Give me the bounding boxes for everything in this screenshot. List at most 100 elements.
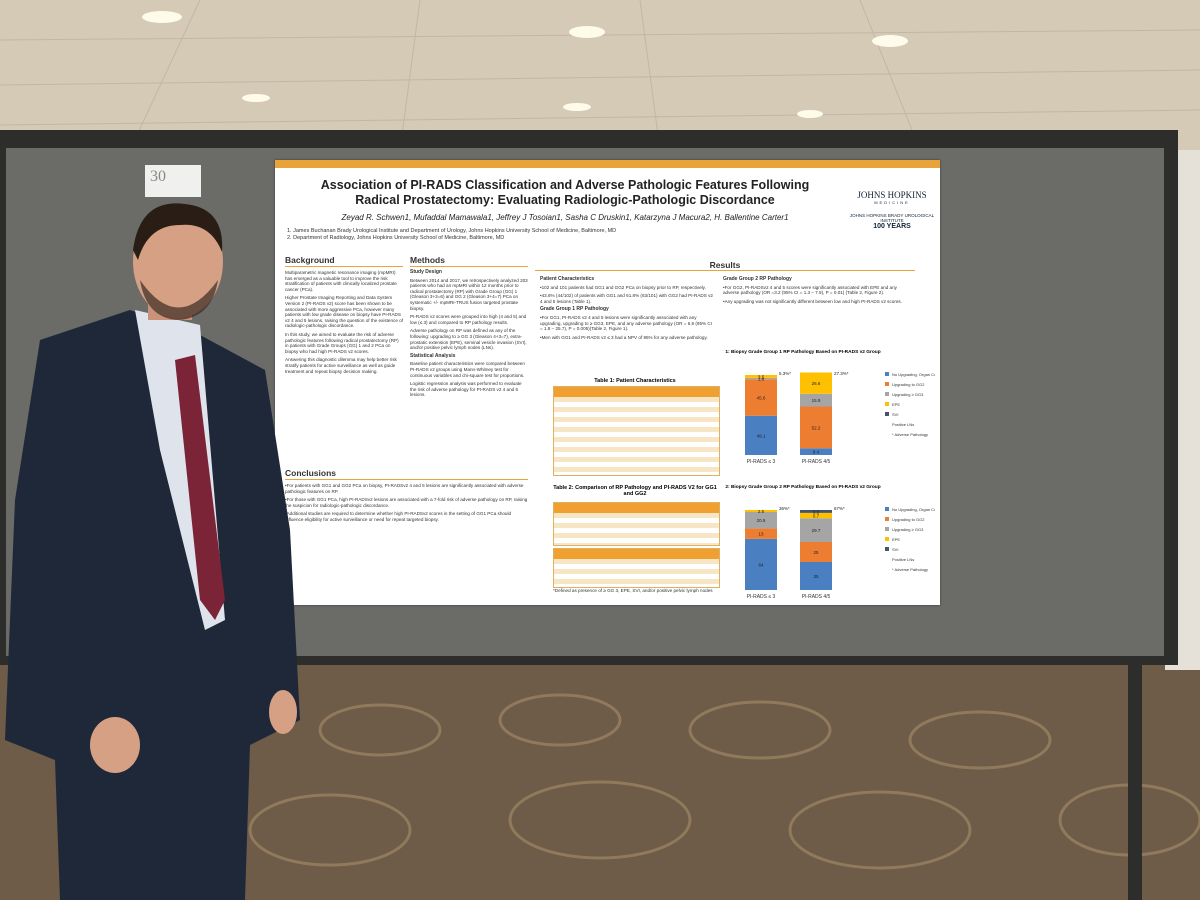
legend-swatch [885,382,889,386]
paragraph: Multiparametric magnetic resonance imagi… [285,270,397,292]
logo-text: JOHNS HOPKINS [857,190,927,200]
legend-swatch [885,557,889,561]
title-line: Association of PI-RADS Classification an… [320,178,810,192]
section-text: Study Design Between 2014 and 2017, we r… [410,269,528,398]
section-text: Multiparametric magnetic resonance imagi… [285,270,403,374]
table-header [554,503,719,513]
beard [140,280,218,320]
annotation: 67%* [834,506,845,511]
poster: Association of PI-RADS Classification an… [275,160,940,605]
conclusions-section: Conclusions •For patients with GG1 and G… [285,468,528,526]
table [553,502,720,546]
section-text: •For patients with GG1 and GG2 PCa on bi… [285,483,528,523]
bar-segment [800,542,832,562]
legend-label: Positive LNs [892,422,914,427]
section-heading: Methods [410,255,528,267]
table-header [554,549,719,559]
bar-segment [800,562,832,590]
legend-swatch [885,547,889,551]
segment-label: 25 [813,550,819,555]
bar-segment [800,406,832,449]
bar-segment [800,512,832,519]
paragraph: •Additional studies are required to dete… [285,511,512,522]
board-leg [1128,660,1142,900]
segment-label: 8.4 [813,450,820,455]
title: Association of PI-RADS Classification an… [285,178,845,208]
legend-swatch [885,537,889,541]
bar-segment [745,528,777,539]
figures: Figure 1: Biopsy Grade Group 1 RP Pathol… [725,349,935,600]
legend-swatch [885,392,889,396]
segment-label: 49.1 [757,433,766,438]
x-label: PI-RADS ≤ 3 [747,594,776,600]
tie [175,355,225,620]
institute: JOHNS HOPKINS BRADY UROLOGICAL INSTITUTE [849,213,935,223]
segment-label: 29.7 [812,528,821,533]
segment-label: 45.6 [757,395,766,400]
hair [133,203,223,260]
legend-label: EPE [892,537,900,542]
table-note: *Defined as presence of ≥ GG 3, EPE, SVI… [553,588,713,593]
paragraph: Between 2014 and 2017, we retrospectivel… [410,277,528,311]
hand [269,690,297,734]
legend-label: Positive LNs [892,557,914,562]
section-heading: Background [285,255,403,267]
table [553,548,720,588]
bar-segment [745,512,777,529]
bar-segment [745,375,777,378]
legend-swatch [885,372,889,376]
annotation: 27.3%* [834,371,849,376]
segment-label: 1.8 [758,377,765,382]
paragraph: •43.6% (44/102) of patients with GG1 and… [540,293,713,304]
paragraph: •For patients with GG1 and GG2 PCa on bi… [285,483,524,494]
legend-label: No Upgrading, Organ Confined [892,372,935,377]
results-right: Grade Group 2 RP Pathology •For GG2, PI-… [723,275,913,307]
segment-label: 6.7 [813,514,820,519]
subheading: Grade Group 2 RP Pathology [723,276,792,282]
top-band [275,160,940,168]
segment-label: 13 [758,532,764,537]
segment-label: 35 [813,574,819,579]
subheading: Study Design [410,269,442,275]
paragraph: •For those with GG1 PCa, high PI-RADSv2 … [285,497,528,508]
segment-label: 20.5 [757,518,766,523]
paragraph: •For GG1, PI-RADS v2 4 and 5 lesions wer… [540,314,712,332]
paragraph: Logistic regression analysis was perform… [410,381,522,398]
suit [5,310,300,900]
legend-swatch [885,432,889,436]
segment-label: 3.6 [813,509,820,514]
legend-swatch [885,507,889,511]
paragraph: Answering this diagnostic dilemma may he… [285,357,397,374]
paragraph: Adverse pathology on RP was defined as a… [410,328,527,351]
carpet-pattern [248,693,1200,870]
segment-label: 64 [758,562,764,567]
affiliation: 1. James Buchanan Brady Urological Insti… [287,228,617,234]
bar-segment [745,377,777,380]
table-title: Table 1: Patient Characteristics [594,378,676,384]
methods-section: Methods Study Design Between 2014 and 20… [410,255,528,401]
bar-segment [800,448,832,455]
bar-segment [745,415,777,455]
paragraph: Higher Prostate Imaging Reporting and Da… [285,295,403,329]
x-label: PI-RADS 4/5 [802,594,831,600]
affiliations: 1. James Buchanan Brady Urological Insti… [287,228,747,242]
bar-segment [745,510,777,512]
legend-label: Upgrading ≥ GG3 [892,527,924,532]
legend-label: Upgrading to GG2 [892,382,925,387]
legend-swatch [885,517,889,521]
bar-segment [745,538,777,590]
legend-label: EPE [892,402,900,407]
paragraph: •For GG2, PI-RADSv2 4 and 5 scores were … [723,284,897,296]
board-card [145,165,201,197]
legend-label: * Adverse Pathology [892,432,928,437]
title-line: Radical Prostatectomy: Evaluating Radiol… [355,193,775,207]
logo-sub: MEDICINE [874,200,910,205]
paragraph: •Any upgrading was not significantly dif… [723,298,902,304]
paragraph: •102 and 101 patients had GG1 and GG2 PC… [540,284,706,290]
legend-label: SVI [892,547,898,552]
legend-swatch [885,412,889,416]
legend-swatch [885,422,889,426]
bar-segment [800,510,832,513]
table [553,386,720,476]
